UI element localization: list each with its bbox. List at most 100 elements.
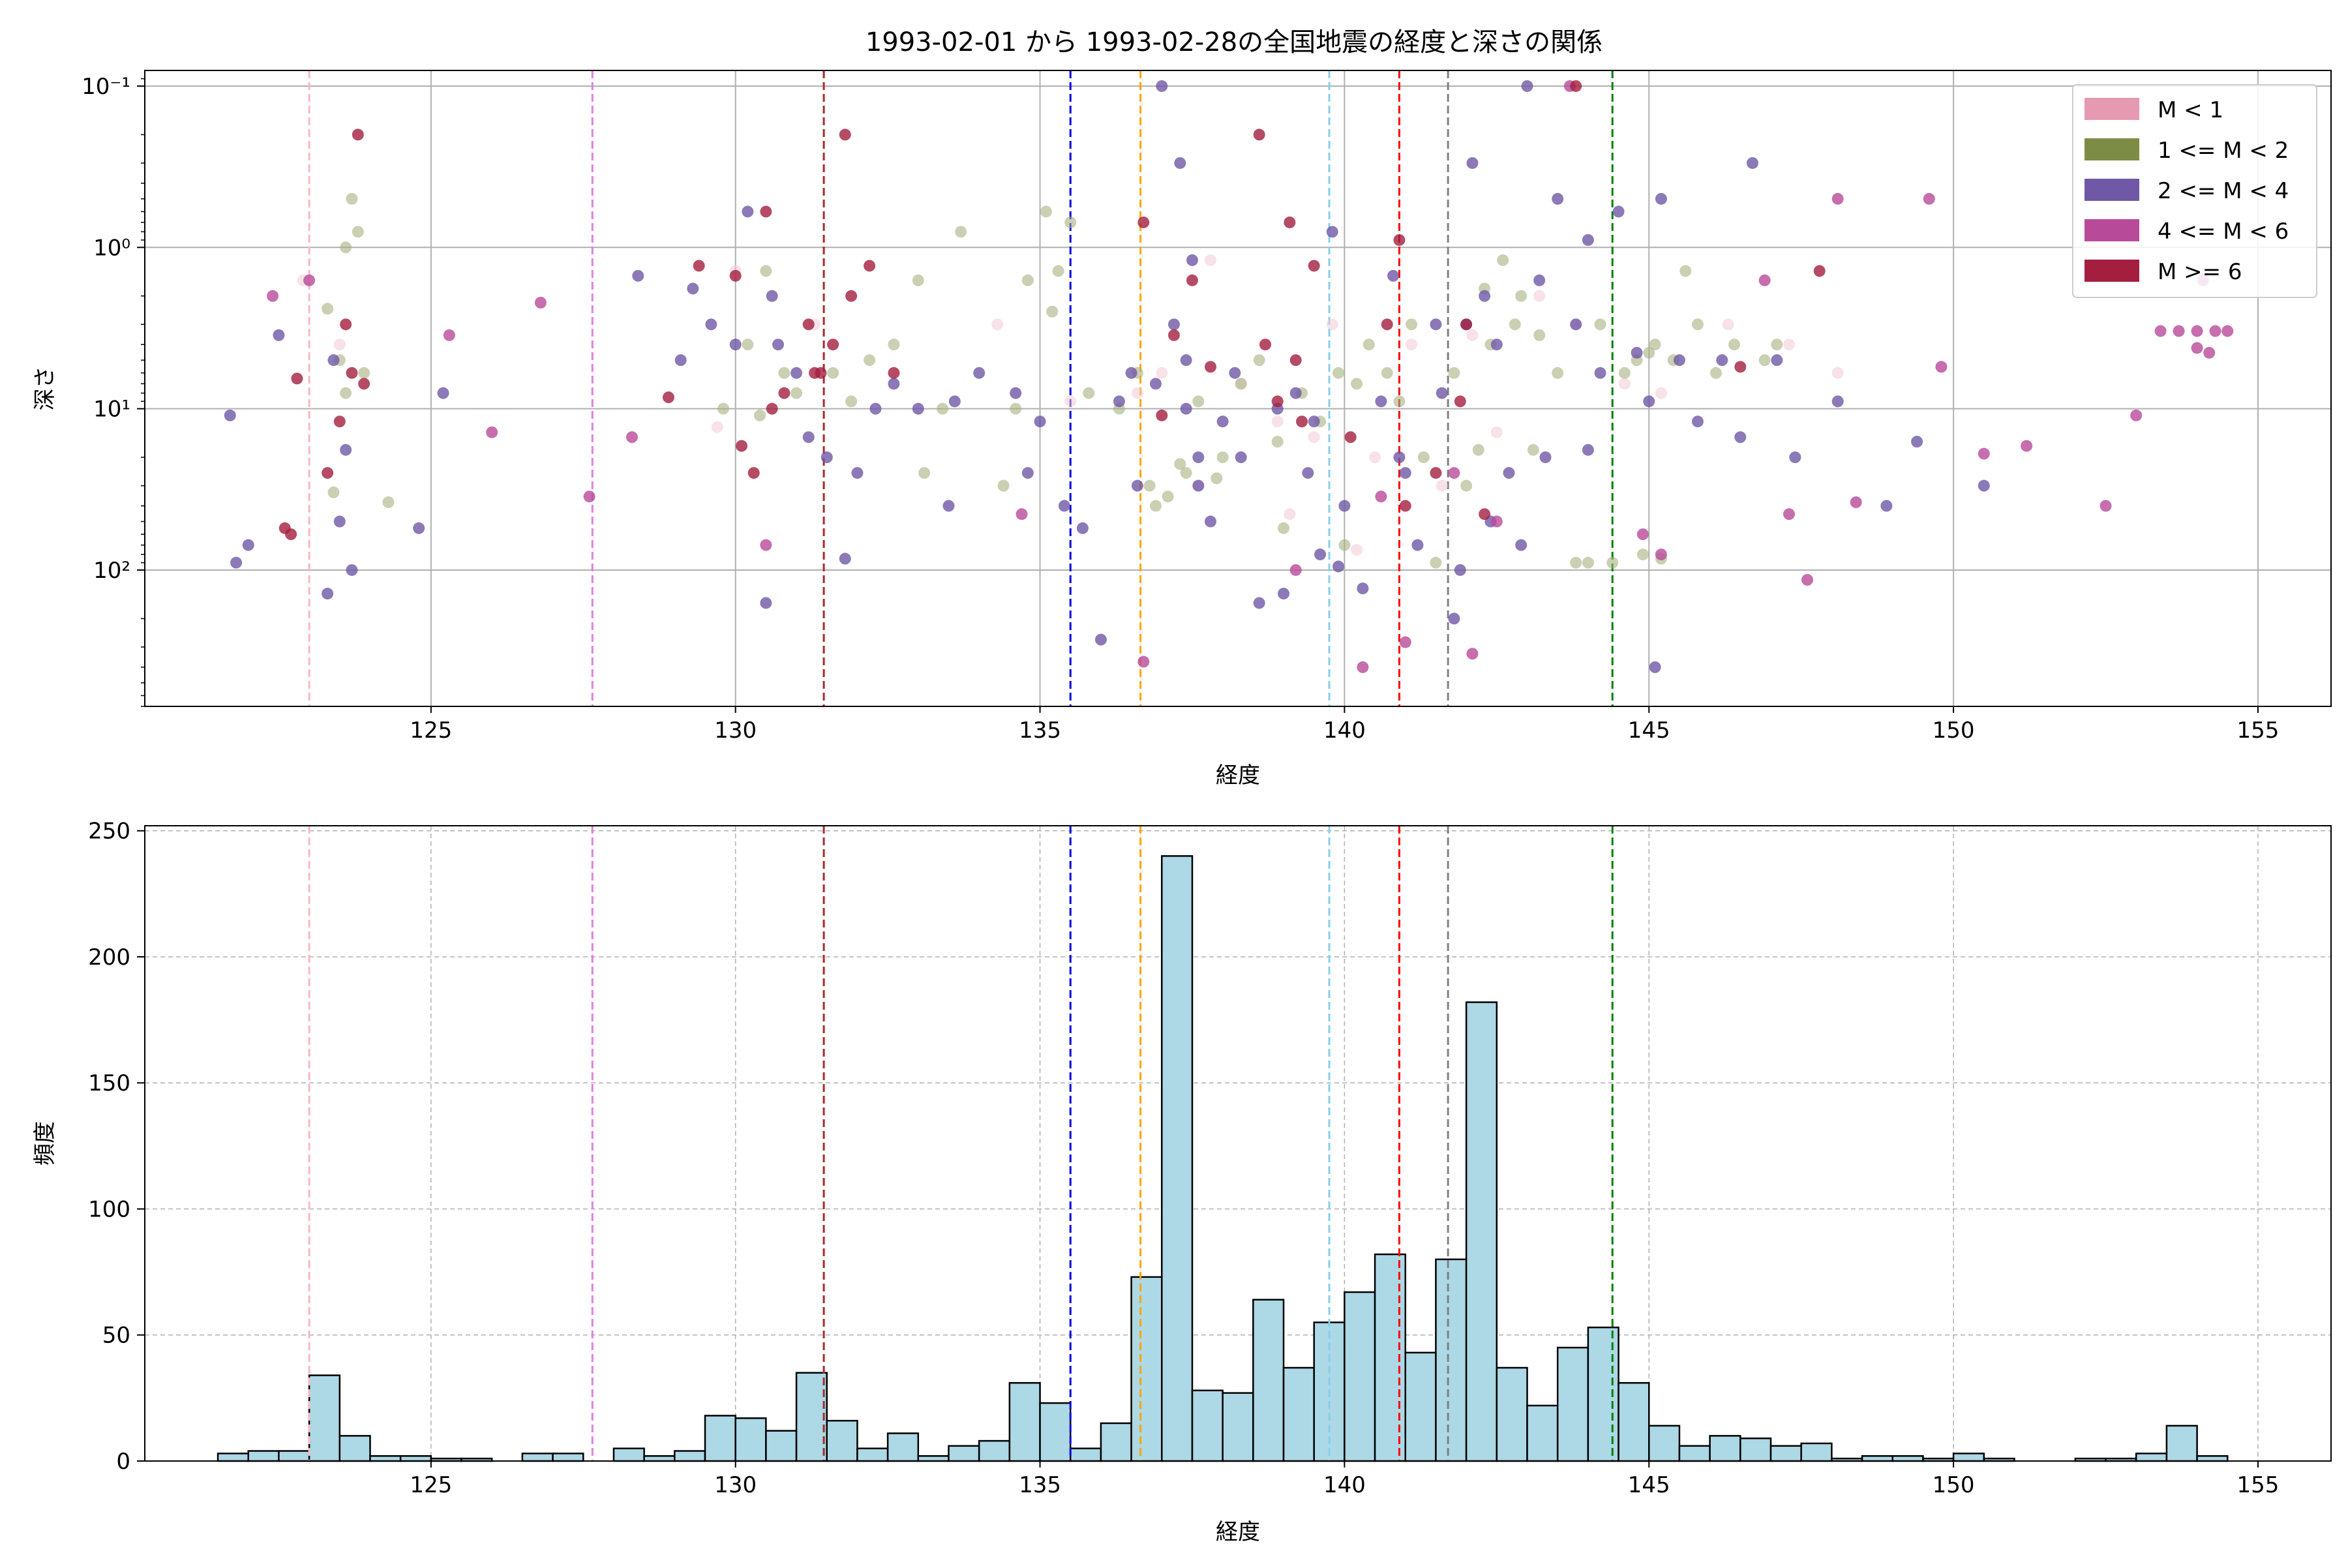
y-tick-label: 200: [88, 944, 130, 971]
scatter-point: [1204, 254, 1216, 266]
scatter-point: [869, 402, 882, 415]
histogram-bar: [552, 1453, 584, 1462]
histogram-bar: [521, 1453, 554, 1462]
scatter-point: [1308, 260, 1320, 272]
scatter-point: [1010, 387, 1022, 399]
scatter-point: [1338, 500, 1351, 512]
y-tick-label: 100: [88, 1196, 130, 1222]
scatter-point: [2203, 346, 2216, 359]
scatter-point: [1125, 367, 1137, 379]
scatter-point: [1289, 354, 1302, 367]
histogram-bar: [1100, 1422, 1132, 1462]
histogram-bar: [1191, 1389, 1224, 1462]
scatter-point: [736, 440, 748, 452]
scatter-point: [1503, 467, 1515, 479]
scatter-point: [1734, 361, 1747, 373]
scatter-point: [1186, 274, 1198, 286]
scatter-point: [1411, 539, 1424, 551]
scatter-point: [1180, 467, 1192, 479]
x-tick-label: 135: [1019, 1472, 1061, 1498]
histogram-bar: [1404, 1351, 1437, 1462]
legend-label: M >= 6: [2158, 259, 2242, 285]
scatter-point: [1570, 80, 1582, 92]
scatter-point: [1783, 508, 1796, 520]
scatter-point: [413, 522, 425, 534]
scatter-point: [1156, 367, 1168, 379]
histogram-bar: [734, 1417, 767, 1462]
scatter-point: [1436, 387, 1448, 399]
scatter-point: [1606, 556, 1619, 569]
scatter-point: [1180, 402, 1192, 415]
legend-label: 4 <= M < 6: [2158, 219, 2289, 245]
scatter-point: [486, 426, 498, 438]
scatter-point: [1113, 395, 1125, 408]
scatter-point: [1552, 367, 1564, 379]
histogram-bar: [1161, 855, 1194, 1462]
legend-swatch: [2085, 179, 2139, 201]
histogram-bar: [1252, 1299, 1285, 1462]
scatter-point: [1314, 549, 1327, 561]
scatter-point: [1831, 192, 1844, 205]
scatter-point: [1137, 216, 1150, 228]
x-tick-label: 130: [714, 1472, 757, 1498]
scatter-point: [1612, 205, 1625, 218]
scatter-point: [1466, 648, 1479, 660]
scatter-point: [267, 290, 279, 302]
scatter-point: [1131, 387, 1143, 399]
x-tick-label: 155: [2237, 717, 2280, 744]
scatter-point: [1509, 318, 1521, 331]
scatter-point: [1850, 496, 1862, 509]
y-tick-label: 10⁰: [93, 235, 130, 261]
x-tick-label: 140: [1323, 1472, 1366, 1498]
scatter-point: [1801, 573, 1814, 586]
scatter-point: [1131, 479, 1143, 492]
y-tick-label: 150: [88, 1070, 130, 1096]
scatter-point: [1406, 318, 1418, 331]
scatter-point: [1448, 612, 1460, 625]
scatter-point: [1271, 395, 1284, 408]
scatter-point: [1058, 500, 1070, 512]
scatter-point: [1204, 361, 1216, 373]
scatter-point: [352, 226, 364, 238]
histogram-bar: [1861, 1455, 1893, 1462]
scatter-point: [1308, 431, 1320, 444]
scatter-point: [273, 329, 285, 341]
scatter-point: [760, 539, 772, 551]
x-tick-label: 150: [1933, 1472, 1975, 1498]
histogram-bar: [1678, 1445, 1711, 1462]
scatter-point: [1284, 508, 1296, 520]
scatter-point: [327, 486, 340, 498]
scatter-point: [1076, 522, 1089, 534]
histogram-bar: [1465, 1001, 1498, 1462]
histogram-bar: [826, 1419, 858, 1462]
scatter-point: [1143, 479, 1156, 492]
scatter-point: [1387, 269, 1400, 282]
scatter-point: [1539, 451, 1552, 464]
histogram-bar: [278, 1450, 310, 1462]
x-tick-label: 140: [1323, 717, 1366, 744]
scatter-point: [1302, 467, 1314, 479]
scatter-point: [291, 372, 303, 385]
histogram-bar: [1282, 1366, 1315, 1462]
histogram-bar: [856, 1447, 889, 1462]
legend-box: [2072, 84, 2317, 298]
histogram-bar: [795, 1372, 828, 1462]
scatter-point: [1935, 361, 1948, 373]
histogram-bar: [1556, 1346, 1589, 1462]
scatter-point: [1375, 395, 1387, 408]
scatter-point: [1229, 367, 1241, 379]
scatter-point: [1771, 339, 1783, 351]
scatter-point: [1021, 467, 1034, 479]
scatter-point: [772, 339, 785, 351]
histogram-bar: [1587, 1326, 1619, 1462]
scatter-point: [1618, 367, 1631, 379]
scatter-point: [1338, 539, 1351, 551]
scatter-point: [839, 128, 851, 141]
histogram-bar: [704, 1415, 736, 1462]
histogram-bar: [917, 1455, 950, 1462]
scatter-point: [802, 318, 815, 331]
histogram-bar: [1739, 1437, 1772, 1462]
scatter-point: [1454, 564, 1466, 576]
scatter-point: [1430, 318, 1442, 331]
scatter-point: [242, 539, 254, 551]
